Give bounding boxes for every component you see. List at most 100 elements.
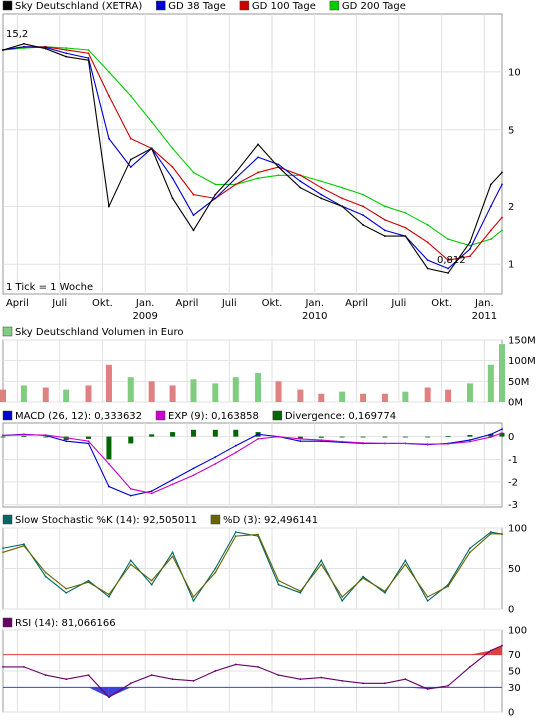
- volume-bar: [381, 393, 388, 402]
- macd-series-1-point: [65, 436, 68, 439]
- price-series-3-point: [384, 205, 386, 208]
- price-series-1-point: [320, 193, 323, 196]
- macd-divergence-bar: [170, 432, 176, 437]
- macd-ytick-label: -1: [508, 455, 518, 466]
- price-ytick-label: 2: [508, 202, 514, 213]
- volume-bar: [297, 389, 304, 402]
- rsi-series-0-point: [489, 649, 492, 652]
- price-series-0-point: [65, 55, 68, 58]
- price-series-3-point: [341, 186, 344, 189]
- price-series-0-point: [234, 171, 237, 174]
- stochastic-series-0-point: [171, 551, 174, 554]
- price-series-0-point: [23, 42, 25, 45]
- stochastic-series-0-point: [469, 547, 471, 550]
- price-series-0-point: [384, 235, 386, 238]
- macd-series-1-point: [2, 434, 4, 437]
- stochastic-series-1-point: [23, 544, 25, 547]
- price-series-2-point: [341, 197, 344, 200]
- volume-ytick-label: 50M: [508, 377, 529, 388]
- rsi-series-0-point: [501, 644, 503, 647]
- macd-series-0-point: [234, 444, 237, 447]
- stochastic-series-0-point: [65, 591, 68, 594]
- macd-series-0-point: [299, 440, 302, 443]
- rsi-series-0-point: [214, 670, 217, 672]
- macd-series-0-point: [192, 467, 195, 470]
- rsi-ytick-label: 100: [508, 626, 527, 637]
- stochastic-series-1-point: [320, 563, 323, 566]
- macd-series-0-point: [87, 442, 90, 445]
- rsi-series-0-point: [87, 674, 90, 676]
- stochastic-series-1-point: [150, 579, 153, 582]
- volume-bar: [169, 385, 176, 402]
- rsi-oversold-fill: [108, 687, 131, 698]
- price-series-3-point: [171, 147, 174, 150]
- rsi-legend-swatch: [2, 617, 13, 628]
- volume-bar: [445, 389, 452, 402]
- rsi-series-0-point: [108, 696, 110, 699]
- rsi-series-0-point: [426, 688, 429, 690]
- stochastic-series-0-point: [299, 591, 302, 594]
- price-series-0-point: [150, 147, 153, 150]
- rsi-oversold-fill: [88, 687, 109, 698]
- stochastic-series-0-point: [129, 559, 132, 562]
- rsi-series-0-point: [384, 682, 386, 685]
- macd-divergence-bar: [402, 436, 408, 438]
- price-series-0-point: [108, 205, 110, 208]
- price-xtick-month-label: Jan.: [135, 298, 155, 309]
- macd-divergence-bar: [190, 429, 196, 437]
- stochastic-series-1-point: [87, 581, 90, 584]
- stochastic-series-1-point: [362, 577, 364, 580]
- rsi-legend-label: RSI (14): 81,066166: [15, 618, 116, 629]
- price-legend-label: GD 200 Tage: [342, 1, 406, 12]
- macd-series-0-point: [108, 485, 110, 488]
- price-series-1-point: [23, 45, 25, 48]
- macd-divergence-bar: [467, 435, 473, 437]
- stochastic-series-0-point: [234, 531, 237, 533]
- macd-series-0-point: [65, 440, 68, 443]
- rsi-ytick-label: 30: [508, 683, 521, 694]
- volume-bar: [20, 385, 27, 402]
- price-legend-label: GD 100 Tage: [252, 1, 316, 12]
- volume-ytick-label: 150M: [508, 336, 536, 347]
- volume-bar: [212, 383, 219, 402]
- macd-divergence-bar: [297, 436, 303, 439]
- stochastic-legend-swatch: [2, 514, 13, 525]
- price-legend-swatch: [156, 0, 166, 11]
- macd-divergence-bar: [0, 436, 6, 438]
- rsi-series-0-point: [2, 666, 4, 668]
- stochastic-series-0-point: [23, 543, 25, 546]
- macd-divergence-bar: [233, 429, 239, 437]
- volume-bar: [424, 387, 431, 402]
- price-series-1-point: [426, 259, 429, 262]
- price-series-3-point: [257, 177, 259, 180]
- price-series-3-point: [426, 224, 429, 226]
- price-series-2-point: [320, 186, 323, 189]
- macd-series-1-point: [299, 437, 302, 440]
- volume-bar: [105, 364, 112, 402]
- volume-legend-label: Sky Deutschland Volumen in Euro: [15, 327, 183, 338]
- price-series-3-point: [501, 229, 503, 232]
- price-legend-swatch: [329, 0, 340, 11]
- price-series-3-point: [404, 211, 407, 214]
- volume-bar: [0, 389, 6, 402]
- stochastic-series-1-point: [2, 551, 4, 554]
- price-series-1-point: [44, 46, 47, 49]
- rsi-series-0-point: [277, 674, 280, 676]
- stochastic-series-0-point: [87, 579, 90, 582]
- price-series-1-point: [171, 177, 174, 180]
- macd-series-1-point: [489, 436, 492, 438]
- rsi-series-0-point: [404, 678, 407, 681]
- macd-divergence-bar: [488, 433, 494, 437]
- macd-ytick-label: 0: [508, 432, 514, 443]
- macd-series-1-point: [150, 492, 153, 495]
- price-series-3-point: [23, 47, 25, 49]
- stochastic-series-1-point: [65, 587, 68, 590]
- rsi-ytick-label: 50: [508, 667, 521, 678]
- price-series-2-point: [234, 183, 237, 186]
- macd-series-1-point: [469, 440, 471, 443]
- stochastic-series-0-point: [150, 583, 153, 586]
- macd-ytick-label: -2: [508, 478, 518, 489]
- macd-legend-swatch: [2, 410, 13, 421]
- price-series-3-point: [192, 171, 195, 174]
